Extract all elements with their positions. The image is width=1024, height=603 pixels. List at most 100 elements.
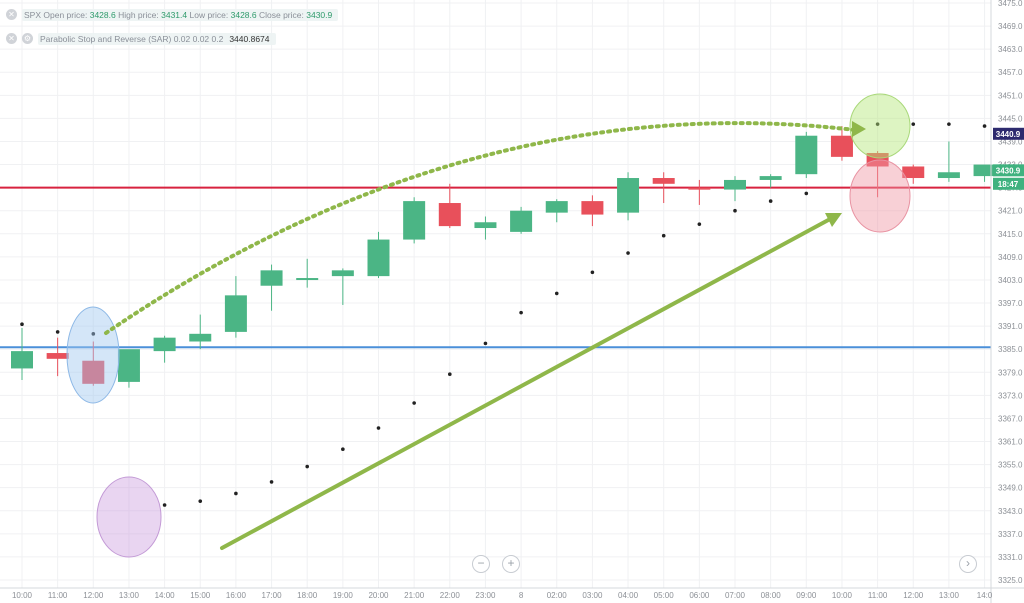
y-tick-label: 3409.0 [998,253,1023,262]
x-tick-label: 12:00 [83,591,104,600]
candle-body [759,176,782,180]
x-tick-label: 02:00 [547,591,568,600]
candle-body [153,337,176,352]
y-tick-label: 3349.0 [998,484,1023,493]
sar-dot [875,122,880,126]
sar-dot [412,401,416,405]
candle-body [260,270,283,286]
sar-dot [341,447,345,452]
x-tick-label: 13:00 [119,591,140,600]
annotations [66,93,911,558]
x-tick-label: 8 [519,591,524,600]
sar-dot [162,503,167,507]
x-tick-label: 14:00 [155,591,176,600]
y-tick-label: 3391.0 [998,322,1023,331]
x-tick-label: 13:00 [939,591,960,600]
countdown-label-bg [993,177,1024,190]
settings-icon[interactable]: ⚙ [22,33,33,44]
sar-dot [234,491,238,496]
sar-price-label: 3440.9 [996,130,1021,139]
x-tick-label: 07:00 [725,591,746,600]
x-tick-label: 11:00 [868,591,888,600]
x-tick-label: 03:00 [582,591,603,600]
x-tick-label: 06:00 [689,591,710,600]
candle-body [296,278,319,281]
legend-symbol: SPX [24,9,42,20]
sar-dot [626,251,630,255]
y-tick-label: 3415.0 [998,230,1023,239]
legend-indicator-value: 3440.8674 [229,33,270,44]
sar-dot [947,122,951,126]
candle-body [367,239,390,277]
grid [0,0,991,588]
x-tick-label: 18:00 [297,591,318,600]
candle-body [581,201,604,215]
candle-body [830,135,853,157]
sar-dot [590,270,595,275]
candle-body [795,135,818,175]
y-tick-label: 3355.0 [998,461,1023,470]
candle-body [403,201,426,240]
x-tick-label: 17:00 [262,591,283,600]
x-tick-label: 05:00 [654,591,675,600]
y-tick-label: 3451.0 [998,91,1023,100]
highlight-ellipse-purple [96,476,162,558]
y-tick-label: 3445.0 [998,114,1023,123]
y-tick-label: 3343.0 [998,507,1023,516]
sar-dot [91,332,96,336]
sar-dot [519,310,523,315]
candle-body [82,360,105,384]
candle-body [724,179,746,190]
trend-arrowhead [825,213,842,227]
candle-body [510,210,533,232]
y-tick-label: 3379.0 [998,368,1023,377]
close-icon[interactable]: ✕ [6,9,17,20]
close-icon[interactable]: ✕ [6,33,17,44]
legend-high-label: High price: [118,9,159,20]
sar-dot [768,199,773,203]
x-tick-label: 09:00 [796,591,817,600]
candles [11,126,996,388]
x-tick-label: 14:0 [977,591,993,600]
sar-dot [982,124,987,128]
legend-low-label: Low price: [189,9,229,20]
legend-open-label: Open price: [43,9,88,20]
legend-price-row: ✕ SPX Open price: 3428.6 High price: 343… [6,7,339,22]
candle-body [688,187,711,190]
x-tick-label: 12:00 [903,591,924,600]
trend-arrow [220,216,834,550]
legend-open-value: 3428.6 [89,9,116,20]
candle-body [46,353,69,359]
candle-body [331,270,354,277]
sar-dot [376,426,381,430]
close-price-label: 3430.9 [996,166,1021,175]
legend-indicator-row: ✕ ⚙ Parabolic Stop and Reverse (SAR) 0.0… [6,31,276,46]
zoom-out-button[interactable]: − [472,555,490,573]
sar-dot [697,222,702,226]
x-tick-label: 21:00 [404,591,425,600]
candle-body [117,349,140,382]
zoom-in-button[interactable]: + [502,555,520,573]
sar-dot [198,499,203,503]
sar-dots [20,122,987,507]
highlight-ellipse-blue [66,306,120,404]
candle-body [902,166,925,179]
candle-body [545,201,568,213]
y-tick-label: 3367.0 [998,414,1023,423]
candle-body [438,203,461,227]
sar-dot [554,291,559,296]
y-tick-label: 3475.0 [998,0,1023,8]
candle-body [224,295,247,332]
sar-dot [804,191,809,196]
y-tick-label: 3457.0 [998,68,1023,77]
sar-dot [911,122,916,126]
dotted-arc-arrow [104,121,857,335]
candle-body [973,164,996,177]
candle-body [189,333,212,342]
scroll-right-button[interactable]: › [959,555,977,573]
sar-dot [448,372,452,377]
sar-dot [733,208,737,213]
candle-body [652,178,675,184]
